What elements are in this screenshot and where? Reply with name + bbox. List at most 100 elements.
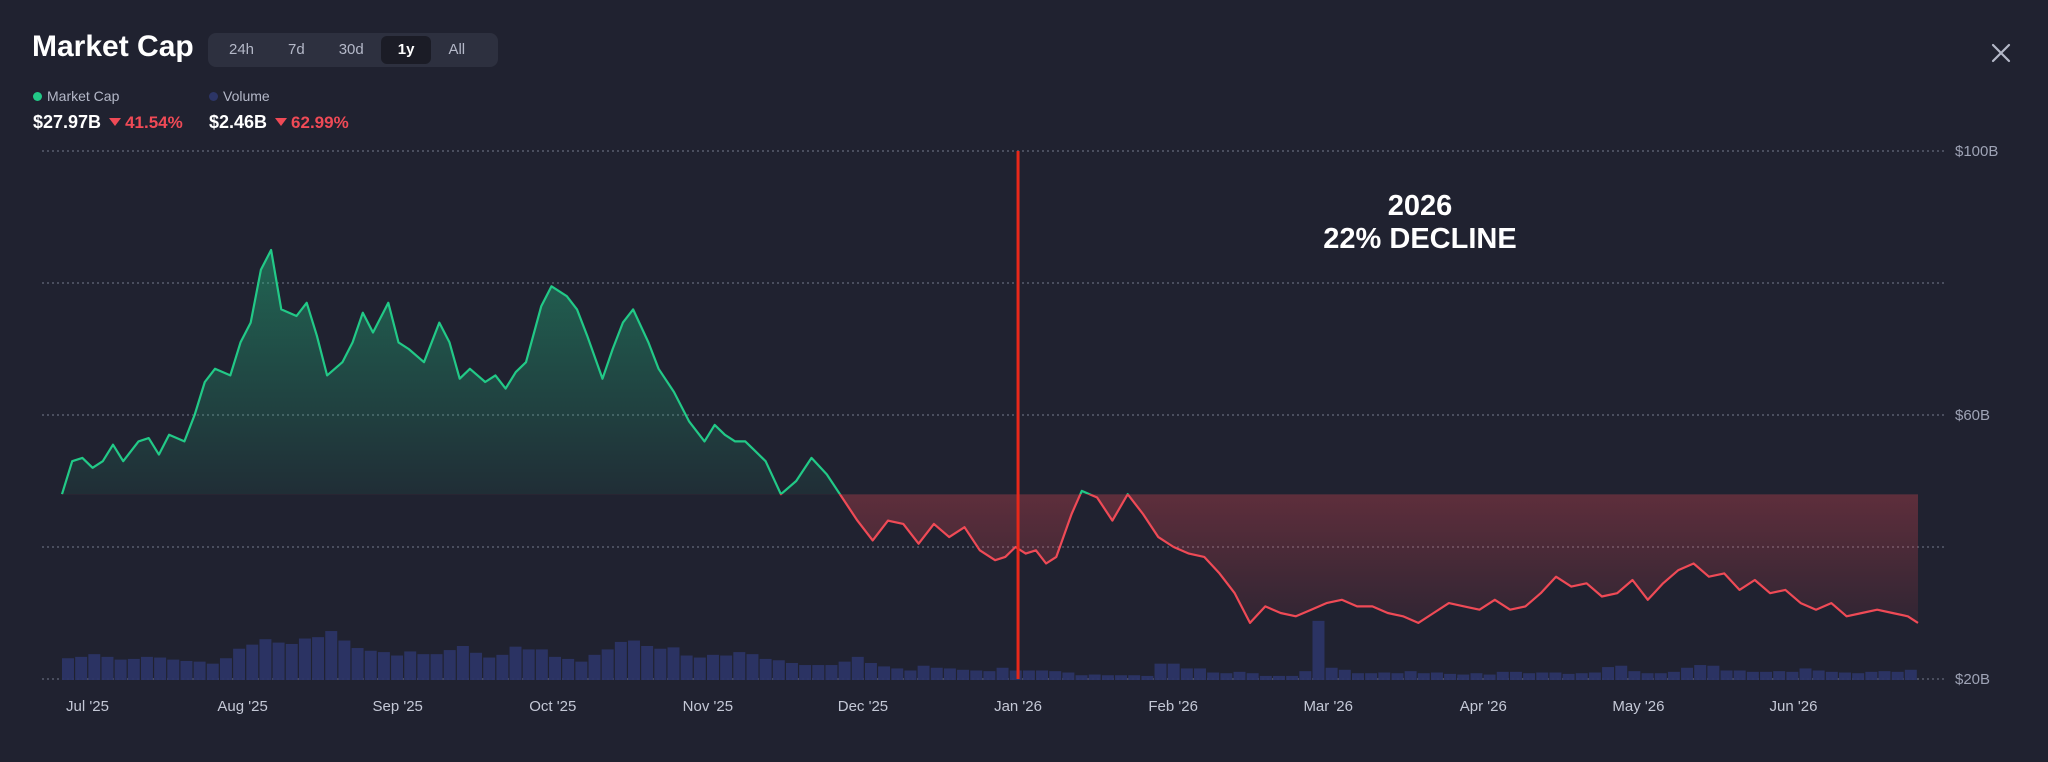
volume-bar [1773,671,1786,680]
price-line-up [60,248,1130,495]
volume-bar [1088,674,1101,680]
volume-bar [219,658,232,680]
volume-bar [930,667,943,680]
x-axis-label: Feb '26 [1148,698,1198,715]
volume-bar [1470,673,1483,680]
volume-bar [180,660,193,680]
volume-bar [878,666,891,680]
volume-bar [1351,673,1364,680]
volume-bar [1746,671,1759,680]
legend-market-cap[interactable]: Market Cap [33,88,119,104]
range-tab-30d[interactable]: 30d [338,41,364,58]
volume-bar [562,658,575,680]
volume-bar [575,661,588,680]
volume-bar [1825,671,1838,680]
volume-bar [522,649,535,680]
y-axis-label: $100B [1955,143,1998,160]
volume-change: 62.99% [291,113,349,132]
volume-bar [1483,674,1496,680]
volume-bar [1154,663,1167,680]
volume-bar [509,646,522,680]
volume-bar [193,661,206,680]
volume-bar [1049,671,1062,680]
volume-bar [1588,672,1601,680]
volume-bar [1022,670,1035,680]
volume-bar [364,650,377,680]
volume-bar [206,663,219,680]
range-tab-24h[interactable]: 24h [229,41,255,58]
volume-bar [693,657,706,680]
volume-bar [720,655,733,680]
volume-bar [1865,671,1878,680]
volume-bar [1799,668,1812,680]
volume-bar [1404,671,1417,680]
x-axis-label: Sep '25 [372,698,422,715]
volume-bar [1812,670,1825,680]
volume-bar [456,646,469,680]
volume-bar [1707,665,1720,680]
volume-bar [891,668,904,680]
x-axis-label: Jun '26 [1770,698,1818,715]
x-axis-label: Jul '25 [66,698,109,715]
volume-bar [588,654,601,680]
volume-bar [1509,671,1522,680]
volume-bar [1733,670,1746,680]
volume-bar [785,663,798,680]
range-tab-7d[interactable]: 7d [288,41,305,58]
volume-bar [246,644,259,680]
volume-bar [312,637,325,680]
market-cap-value: $27.97B [33,112,102,132]
volume-bar [1615,665,1628,680]
volume-bar [1891,671,1904,680]
range-tab-1y[interactable]: 1y [380,36,432,64]
volume-bar [62,658,74,680]
volume-bar [338,640,351,680]
volume-bar [1286,675,1299,680]
volume-bar [1180,668,1193,680]
volume-bar [1299,671,1312,680]
legend-label: Volume [223,88,270,104]
volume-bar [154,657,167,680]
price-line-down [62,494,1919,624]
volume-bar [864,663,877,680]
volume-bar [1259,675,1272,680]
volume-bar [733,652,746,680]
volume-bar [101,656,114,680]
volume-bar [377,652,390,680]
volume-bar [628,640,640,680]
area-below-baseline [839,494,1918,623]
x-axis-label: Nov '25 [683,698,733,715]
x-axis-label: Apr '26 [1460,698,1507,715]
range-tab-all[interactable]: All [448,41,466,58]
volume-bar [1694,665,1707,680]
close-button[interactable] [1986,38,2016,68]
volume-bar [680,655,693,680]
volume-bar [1273,675,1285,680]
area-above-baseline [62,250,1918,495]
volume-bar [404,651,417,680]
volume-bar [549,656,561,680]
volume-bar [417,654,430,680]
volume-bar [496,654,509,680]
volume-bar [1839,672,1851,680]
legend-volume[interactable]: Volume [209,88,270,104]
volume-bar [1062,672,1075,680]
volume-bar [1602,667,1615,680]
x-axis-label: Aug '25 [217,698,267,715]
volume-bar [759,658,772,680]
volume-bar [1654,673,1667,680]
volume-bar [1141,675,1154,680]
volume-bar [746,654,759,680]
volume-bar [1246,673,1259,680]
volume-bar [838,661,851,680]
volume-bar [1760,671,1773,680]
volume-bar [391,655,404,680]
volume-bar [970,670,983,680]
volume-bar [1496,671,1509,680]
volume-bar [1365,673,1378,680]
volume-bar [1207,672,1220,680]
volume-bar [1115,675,1128,680]
volume-bar [601,649,614,680]
volume-bar [483,657,496,680]
volume-bar [706,654,719,680]
